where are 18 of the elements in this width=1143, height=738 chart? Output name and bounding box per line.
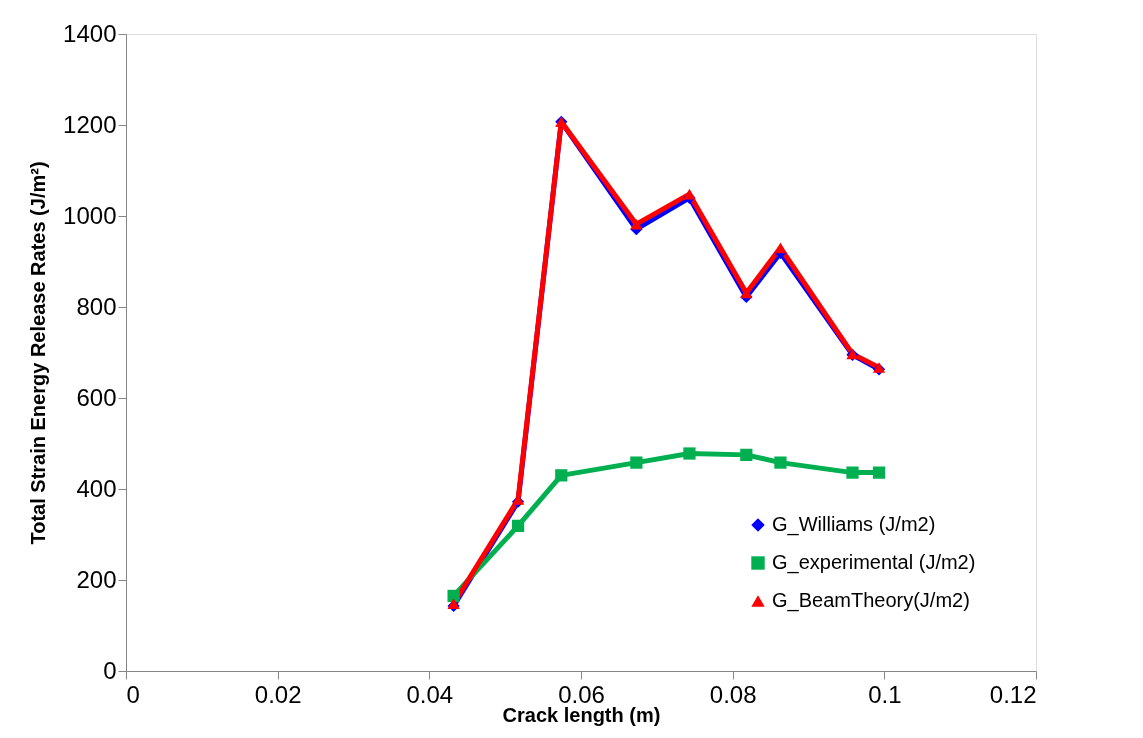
y-tick-label: 600 xyxy=(76,383,117,411)
x-tick-label: 0.12 xyxy=(989,680,1037,708)
y-tick-label: 800 xyxy=(76,292,117,320)
y-axis-title: Total Strain Energy Release Rates (J/m²) xyxy=(27,161,50,545)
legend-label: G_BeamTheory(J/m2) xyxy=(772,589,970,612)
y-tick-label: 400 xyxy=(76,474,117,502)
y-tick-label: 1200 xyxy=(63,110,117,138)
legend-label: G_Williams (J/m2) xyxy=(772,513,936,536)
x-tick-label: 0.08 xyxy=(709,680,757,708)
legend-label: G_experimental (J/m2) xyxy=(772,551,976,574)
x-tick-label: 0.1 xyxy=(868,680,902,708)
x-tick-label: 0.02 xyxy=(254,680,302,708)
y-tick-label: 1000 xyxy=(63,201,117,229)
y-tick-label: 1400 xyxy=(63,19,117,47)
x-tick-label: 0 xyxy=(126,680,140,708)
y-tick-label: 200 xyxy=(76,565,117,593)
x-tick-label: 0.04 xyxy=(406,680,454,708)
y-tick-label: 0 xyxy=(103,656,117,684)
